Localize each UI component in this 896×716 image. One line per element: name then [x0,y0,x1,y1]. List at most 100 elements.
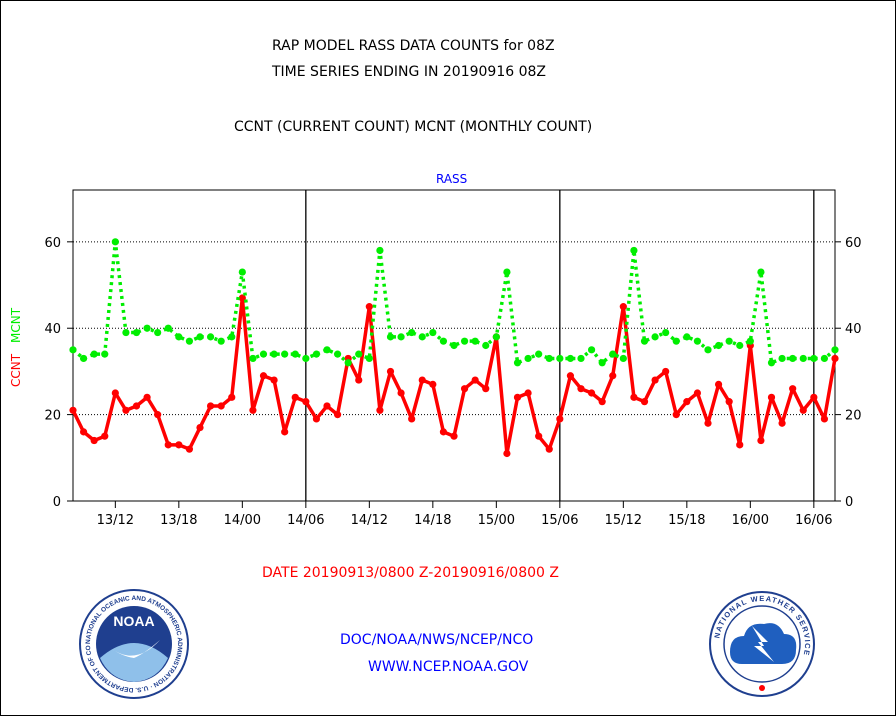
data-point-mcnt [767,359,776,367]
data-point-ccnt [439,428,448,436]
data-point-ccnt [323,402,331,410]
data-point-ccnt [122,406,130,414]
data-point-ccnt [524,389,532,397]
data-point-mcnt [185,337,194,345]
data-point-ccnt [429,380,437,388]
data-point-ccnt [831,354,839,363]
data-point-mcnt [556,354,564,363]
data-point-mcnt [789,354,797,363]
data-point-mcnt [778,354,786,363]
data-point-ccnt [228,393,236,401]
data-point-ccnt [450,432,458,440]
data-point-ccnt [619,303,627,311]
data-point-mcnt [259,350,268,358]
data-point-mcnt [164,324,172,332]
data-point-mcnt [810,354,818,363]
data-point-ccnt [111,389,119,397]
x-tick-label: 14/06 [287,513,324,528]
data-point-ccnt [69,406,77,414]
data-point-mcnt [609,350,617,358]
y-tick-label-right: 0 [845,495,853,510]
data-point-ccnt [672,411,680,419]
data-point-ccnt [577,385,585,393]
data-point-ccnt [355,376,363,384]
data-point-ccnt [79,428,88,436]
data-point-ccnt [376,406,384,414]
data-point-mcnt [196,333,204,341]
data-point-mcnt [619,354,627,363]
data-point-mcnt [450,341,458,350]
data-point-mcnt [312,350,321,358]
data-point-mcnt [132,328,141,337]
data-point-ccnt [566,372,575,380]
data-point-mcnt [820,354,829,363]
data-point-ccnt [598,398,606,406]
data-point-mcnt [397,333,405,341]
data-point-mcnt [662,328,670,337]
data-point-ccnt [471,376,479,384]
data-point-mcnt [587,346,596,354]
data-point-ccnt [503,449,511,458]
data-point-mcnt [206,333,215,341]
x-tick-label: 15/00 [478,513,515,528]
data-point-ccnt [196,423,204,432]
data-point-mcnt [651,333,659,341]
data-point-ccnt [460,385,469,393]
data-point-ccnt [132,402,141,410]
data-point-mcnt [714,341,723,350]
data-point-ccnt [556,415,564,423]
data-point-mcnt [482,341,490,350]
x-tick-label: 14/00 [224,513,261,528]
data-point-mcnt [492,333,500,341]
org-label: DOC/NOAA/NWS/NCEP/NCO [340,632,534,648]
data-point-mcnt [418,333,426,341]
data-point-ccnt [778,419,786,427]
data-point-ccnt [736,441,744,449]
data-point-ccnt [767,393,776,401]
x-tick-label: 14/18 [414,513,451,528]
data-point-ccnt [154,411,162,419]
data-point-mcnt [672,337,680,345]
data-point-ccnt [714,380,723,388]
data-point-mcnt [386,333,395,341]
data-point-mcnt [333,350,342,358]
data-point-ccnt [175,441,183,449]
x-tick-label: 13/12 [97,513,134,528]
data-point-ccnt [630,393,638,401]
data-point-mcnt [704,346,712,354]
data-point-mcnt [736,341,744,350]
data-point-mcnt [513,359,522,367]
data-point-mcnt [598,359,606,367]
chart-title-line2: TIME SERIES ENDING IN 20190916 08Z [272,64,546,80]
data-point-ccnt [683,398,691,406]
series-line-ccnt [71,296,837,456]
data-point-mcnt [79,354,88,363]
url-label: WWW.NCEP.NOAA.GOV [368,659,529,675]
y-tick-label-left: 20 [44,409,61,424]
data-point-ccnt [693,389,702,397]
data-point-mcnt [545,354,553,363]
x-tick-label: 14/12 [351,513,388,528]
data-point-mcnt [640,337,649,345]
noaa-logo: NOAA NATIONAL OCEANIC AND ATMOSPHERIC AD… [78,588,189,699]
data-point-mcnt [217,337,225,345]
data-point-mcnt [683,333,691,341]
data-point-ccnt [820,415,829,423]
x-tick-label: 16/06 [795,513,832,528]
data-point-mcnt [291,350,299,358]
chart-subtitle: CCNT (CURRENT COUNT) MCNT (MONTHLY COUNT… [234,119,593,135]
plot-frame [72,189,836,502]
data-point-mcnt [831,346,839,354]
y-tick-label-right: 40 [845,322,862,337]
data-point-mcnt [503,268,511,276]
data-point-ccnt [482,385,490,393]
data-point-ccnt [397,389,405,397]
x-tick-label: 15/12 [605,513,642,528]
data-point-mcnt [281,350,289,358]
data-point-ccnt [535,432,543,440]
data-point-ccnt [386,367,395,376]
data-point-mcnt [365,354,373,363]
data-point-ccnt [302,398,310,406]
data-point-ccnt [513,393,522,401]
data-point-mcnt [429,328,437,337]
